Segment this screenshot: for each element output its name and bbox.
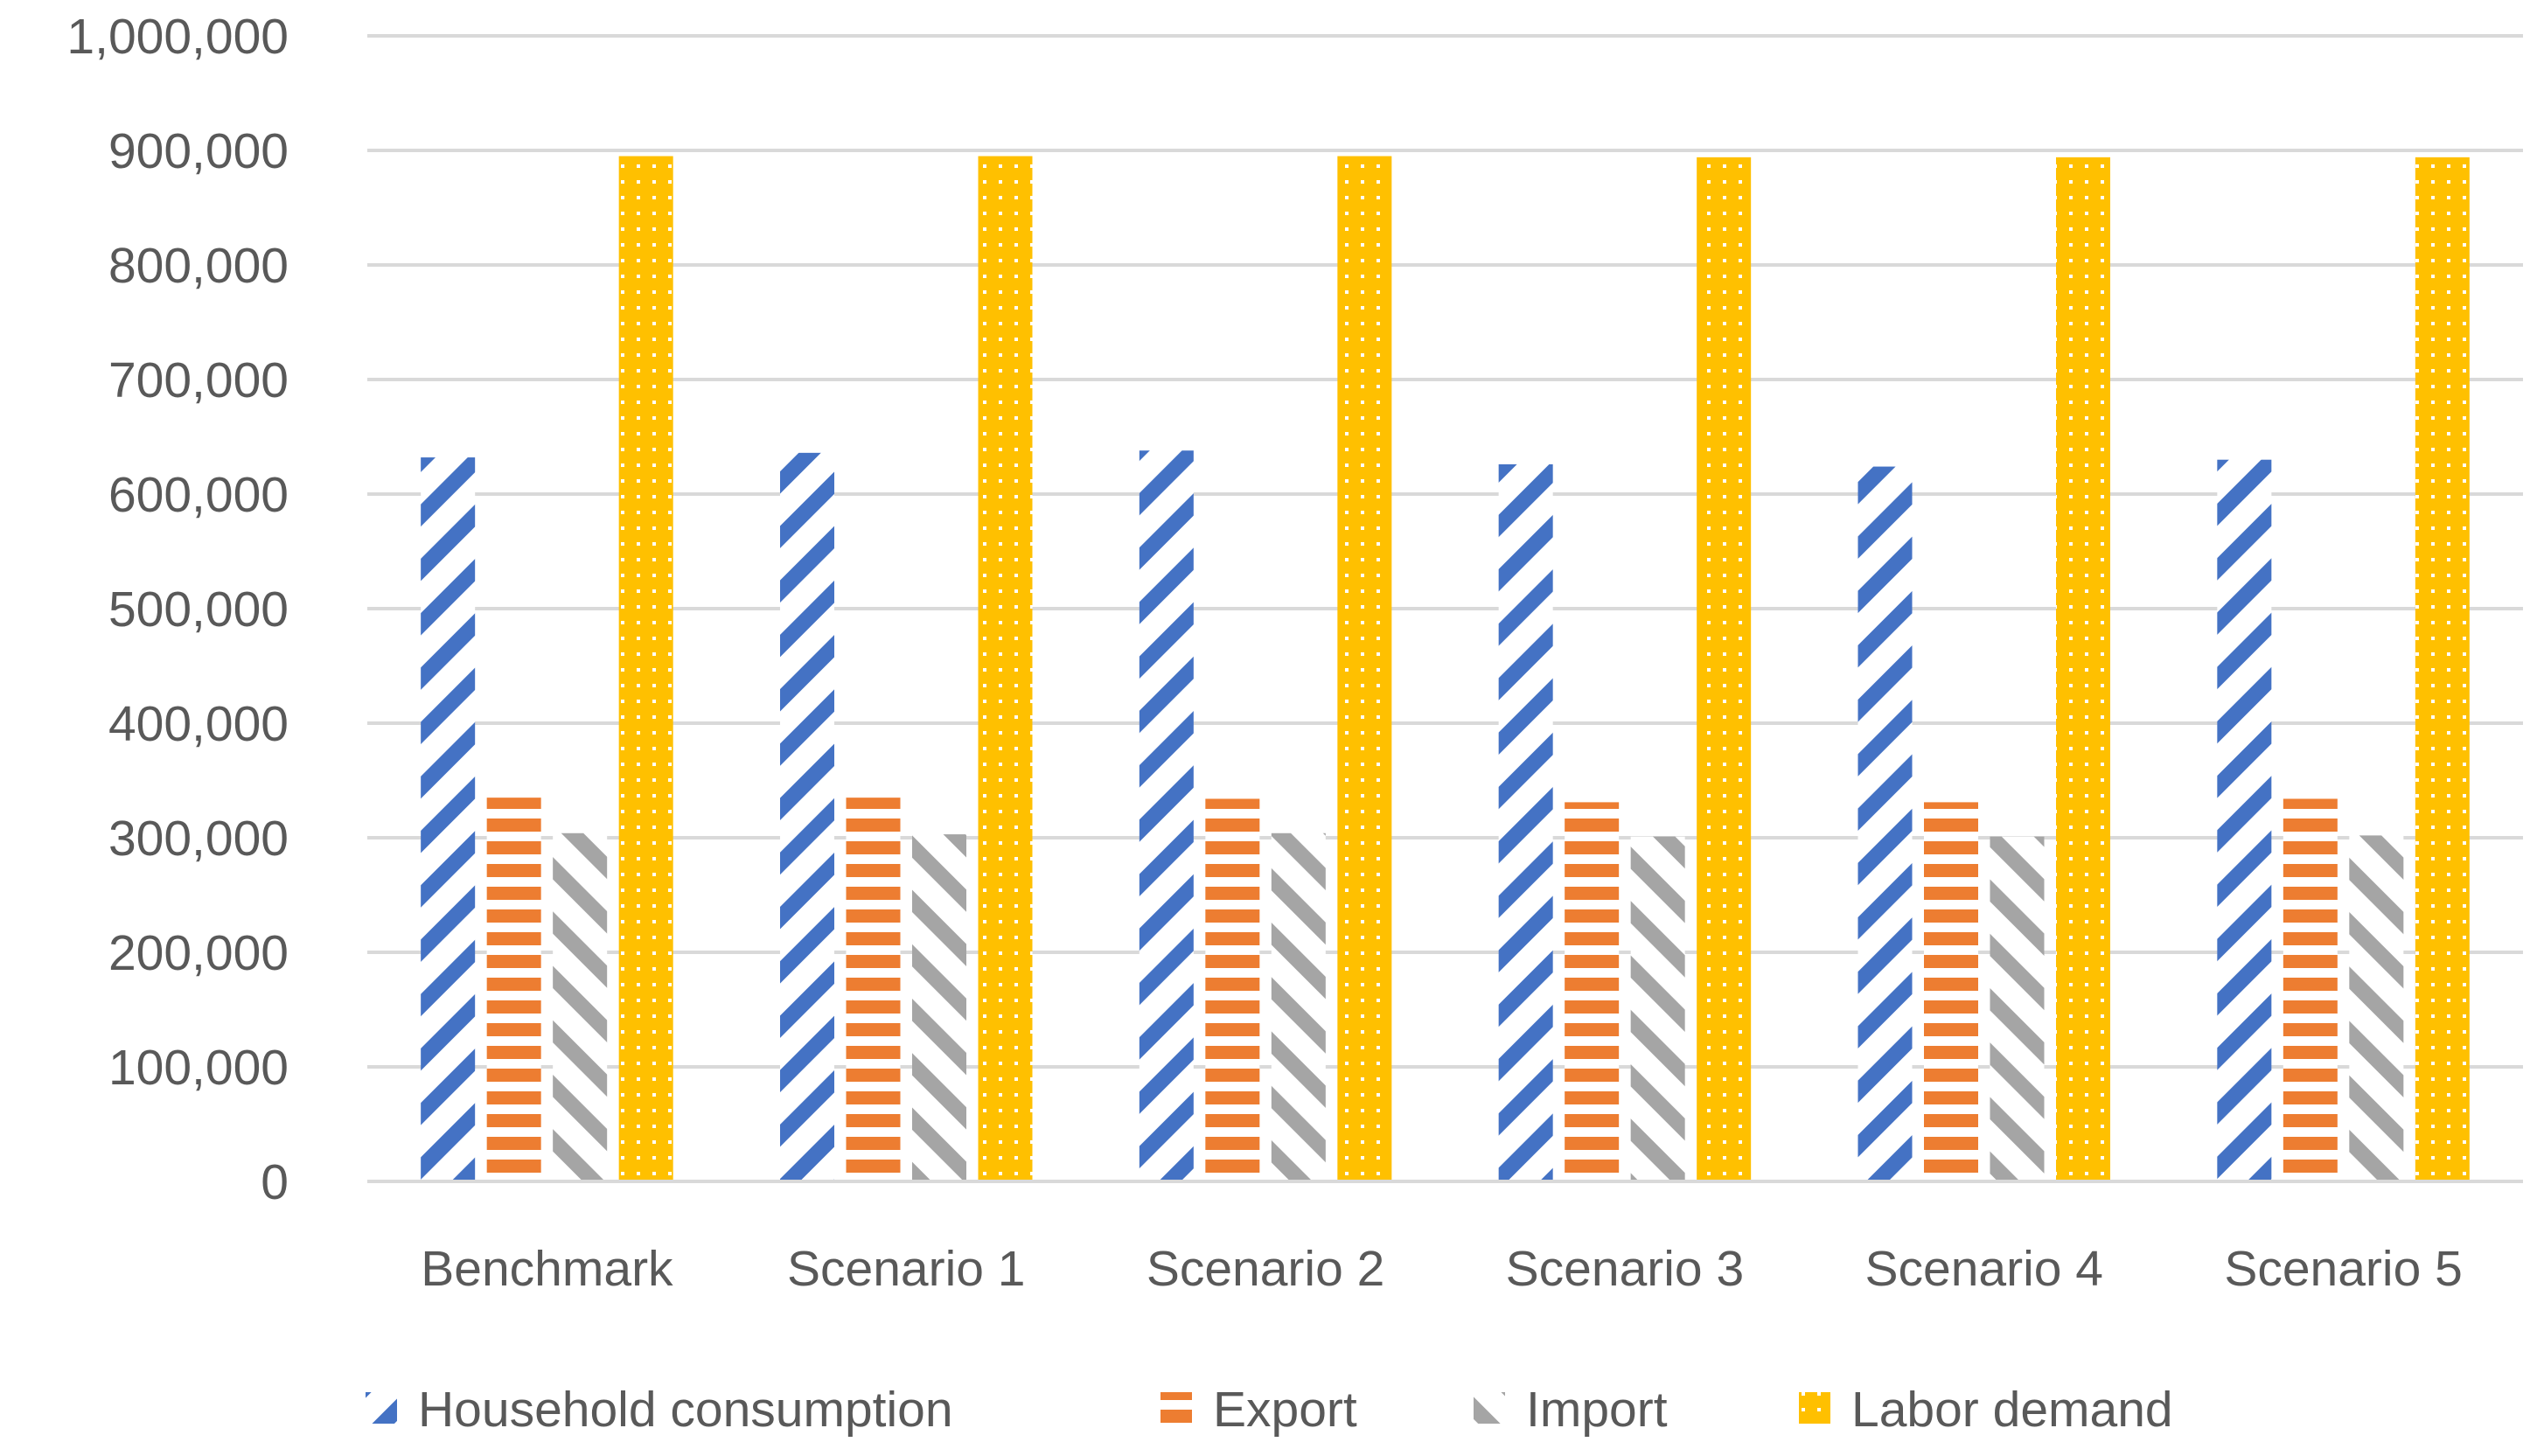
y-axis: 0 100,000 200,000 300,000 400,000 500,000 600,…: [66, 9, 289, 1210]
bar-import: [912, 834, 966, 1181]
bar-labor-demand: [2056, 157, 2110, 1182]
legend-label: Export: [1213, 1382, 1357, 1438]
bar-export: [486, 798, 541, 1181]
bar-household-consumption: [421, 457, 476, 1181]
x-category-label: Scenario 2: [1147, 1241, 1385, 1297]
legend-label: Household consumption: [418, 1382, 953, 1438]
bar-import: [1990, 836, 2045, 1181]
legend: Household consumption Export Import Labor d…: [366, 1382, 2173, 1438]
legend-swatch: [366, 1392, 397, 1424]
bar-import: [1271, 832, 1326, 1181]
x-category-label: Scenario 4: [1864, 1241, 2103, 1297]
bar-household-consumption: [1139, 450, 1194, 1181]
x-axis: Benchmark Scenario 1 Scenario 2 Scenario 3 S…: [367, 1180, 2523, 1297]
bar-import: [553, 832, 608, 1181]
x-category-label: Scenario 3: [1506, 1241, 1745, 1297]
bar-labor-demand: [1337, 156, 1392, 1181]
bar-export: [2283, 798, 2338, 1181]
bars: [421, 156, 2470, 1182]
legend-label: Labor demand: [1851, 1382, 2173, 1438]
y-tick-label: 800,000: [108, 238, 289, 294]
y-tick-label: 0: [261, 1154, 289, 1210]
y-tick-label: 600,000: [108, 467, 289, 523]
bar-labor-demand: [978, 156, 1033, 1181]
legend-swatch: [1474, 1392, 1505, 1424]
x-category-label: Benchmark: [421, 1241, 673, 1297]
y-tick-label: 400,000: [108, 696, 289, 752]
bar-import: [1630, 836, 1685, 1181]
legend-swatch: [1160, 1392, 1192, 1424]
bar-household-consumption: [2217, 459, 2272, 1181]
y-tick-label: 1,000,000: [66, 9, 289, 65]
x-category-label: Scenario 1: [787, 1241, 1026, 1297]
bar-export: [846, 798, 901, 1181]
x-category-label: Scenario 5: [2224, 1241, 2463, 1297]
bar-export: [1205, 798, 1260, 1181]
y-tick-label: 300,000: [108, 811, 289, 867]
legend-swatch: [1799, 1392, 1830, 1424]
bar-household-consumption: [780, 452, 834, 1181]
y-tick-label: 100,000: [108, 1040, 289, 1096]
y-tick-label: 700,000: [108, 352, 289, 408]
bar-household-consumption: [1498, 463, 1553, 1181]
bar-export: [1924, 802, 1978, 1181]
gridlines: [367, 34, 2523, 1183]
y-tick-label: 500,000: [108, 582, 289, 637]
bar-labor-demand: [1697, 157, 1752, 1182]
y-tick-label: 200,000: [108, 925, 289, 981]
legend-label: Import: [1526, 1382, 1668, 1438]
bar-labor-demand: [2415, 157, 2470, 1182]
bar-import: [2349, 835, 2404, 1181]
bar-export: [1565, 802, 1620, 1181]
bar-household-consumption: [1857, 466, 1913, 1181]
y-tick-label: 900,000: [108, 123, 289, 179]
bar-labor-demand: [618, 156, 673, 1181]
